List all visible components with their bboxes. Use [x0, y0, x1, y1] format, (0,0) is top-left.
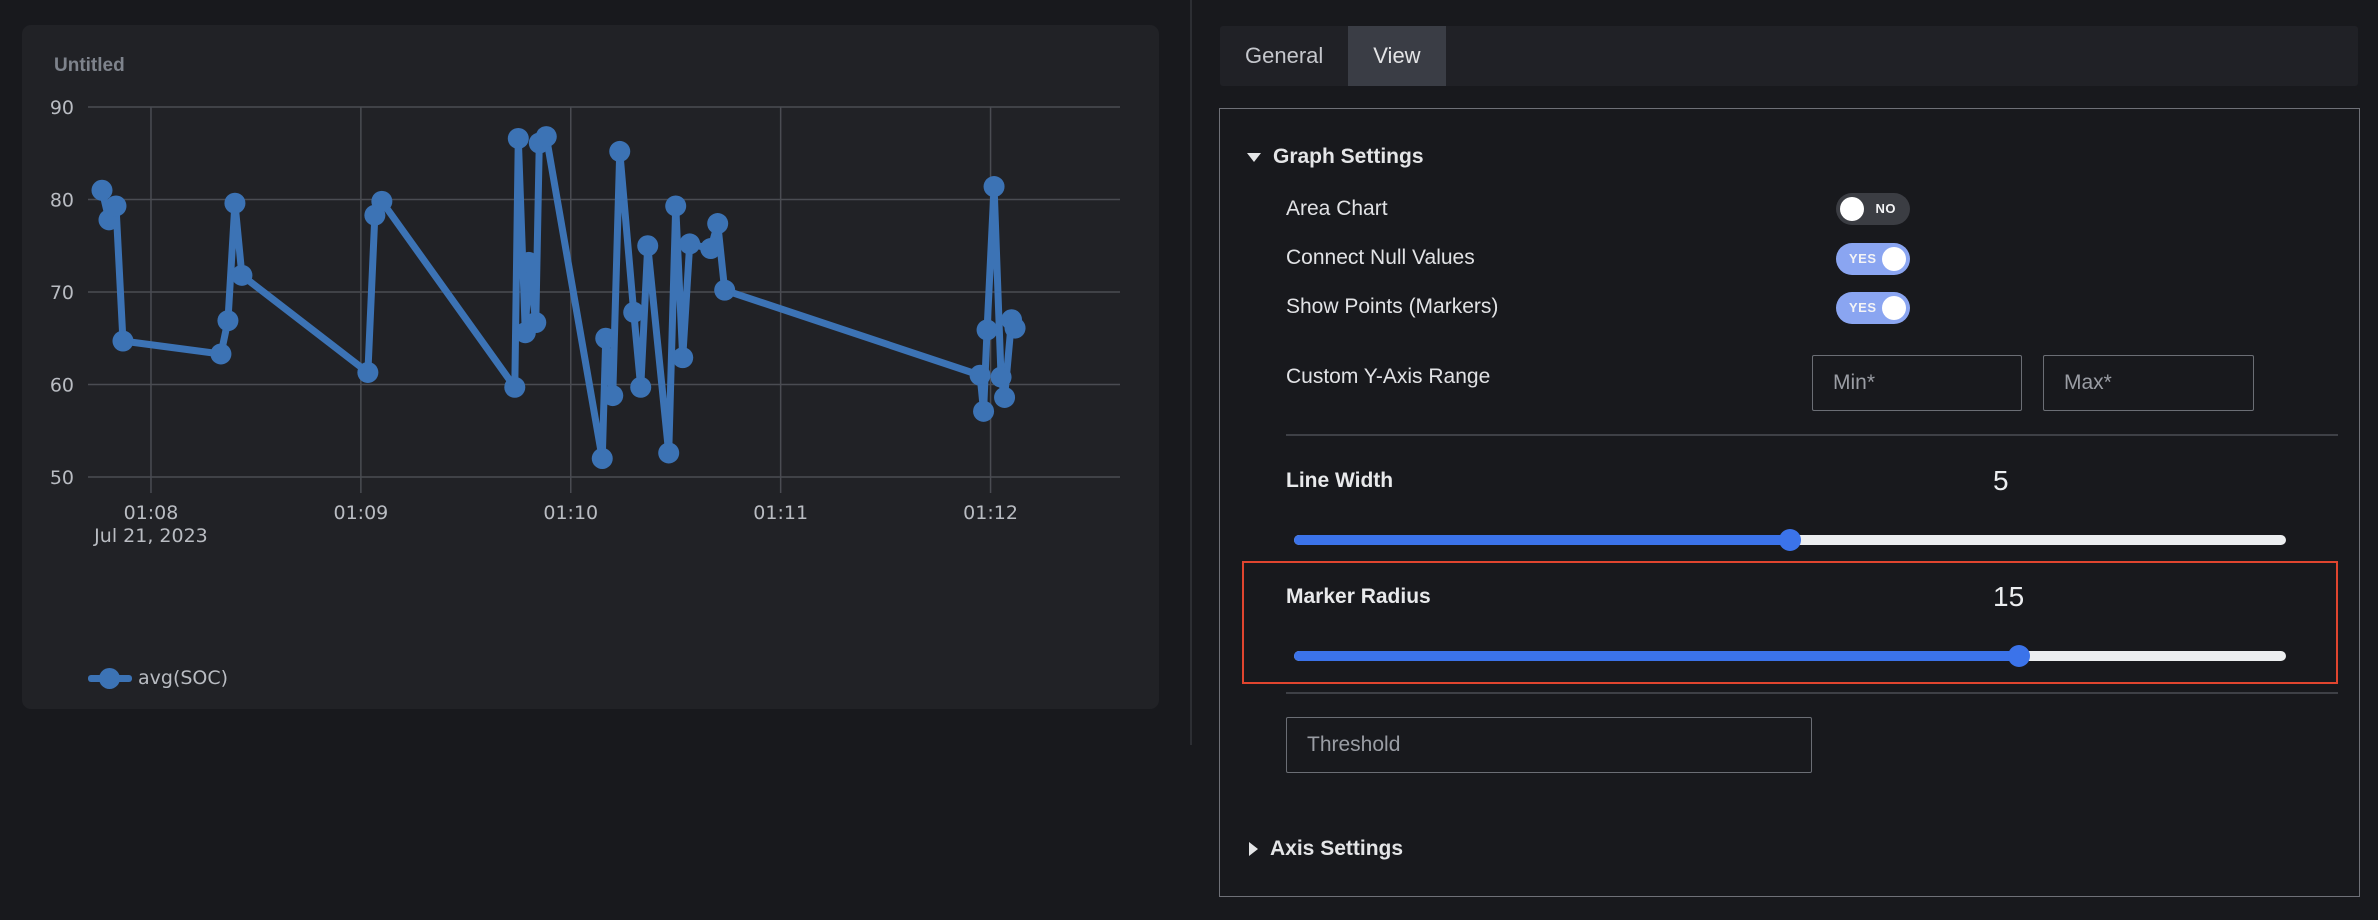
marker-radius-label: Marker Radius — [1286, 585, 1431, 608]
data-point — [602, 385, 624, 407]
data-point — [105, 195, 127, 217]
highlight-marker-radius — [1242, 561, 2338, 684]
y-max-input[interactable] — [2043, 355, 2254, 411]
x-tick-label: 01:10 — [543, 502, 598, 524]
data-point — [371, 190, 393, 212]
x-tick-label: 01:12 — [963, 502, 1018, 524]
data-point — [976, 319, 998, 341]
connect-null-label: Connect Null Values — [1286, 246, 1475, 269]
x-tick-label: 01:09 — [333, 502, 388, 524]
legend[interactable]: avg(SOC) — [88, 667, 228, 689]
slider-thumb[interactable] — [1779, 529, 1801, 551]
data-point — [665, 195, 687, 217]
series-line — [98, 133, 1019, 462]
data-point — [518, 251, 540, 273]
data-point — [969, 364, 991, 386]
data-point — [525, 312, 547, 334]
data-point — [112, 330, 134, 352]
data-point — [507, 127, 529, 149]
line-width-value: 5 — [1993, 465, 2009, 496]
data-point — [609, 140, 631, 162]
chart-panel: Untitled 90 80 70 60 50 01:08 Jul 21, 2023 01:0… — [22, 25, 1159, 709]
data-point — [630, 376, 652, 398]
caret-down-icon — [1247, 152, 1261, 162]
y-tick-label: 90 — [50, 97, 74, 119]
data-point — [700, 238, 722, 260]
area-chart-toggle[interactable]: NO — [1836, 193, 1910, 225]
data-point — [679, 233, 701, 255]
slider-fill — [1294, 651, 2020, 661]
data-point — [595, 327, 617, 349]
settings-box — [1219, 108, 2360, 897]
threshold-input[interactable] — [1286, 717, 1812, 773]
data-point — [224, 192, 246, 214]
y-tick-label: 50 — [50, 467, 74, 489]
graph-settings-header[interactable]: Graph Settings — [1247, 145, 1424, 169]
toggle-state: NO — [1875, 201, 1896, 216]
x-tick-label: 01:08 — [124, 502, 179, 524]
data-point — [357, 361, 379, 383]
slider-fill — [1294, 535, 1790, 545]
data-point — [637, 235, 659, 257]
data-point — [591, 448, 613, 469]
tab-general[interactable]: General — [1245, 43, 1324, 68]
panel-divider[interactable] — [1190, 0, 1192, 745]
data-point — [231, 264, 253, 286]
data-point — [91, 179, 113, 201]
data-point — [504, 376, 526, 398]
data-point — [217, 310, 239, 332]
axis-settings-header[interactable]: Axis Settings — [1249, 837, 1403, 861]
data-point — [707, 213, 729, 235]
y-tick-label: 80 — [50, 190, 74, 212]
y-tick-label: 60 — [50, 375, 74, 397]
connect-null-toggle[interactable]: YES — [1836, 243, 1910, 275]
data-point — [535, 126, 557, 148]
data-point — [990, 366, 1012, 388]
line-width-label: Line Width — [1286, 469, 1394, 492]
editor-tabs: General View — [1220, 26, 2358, 86]
data-point — [994, 386, 1016, 408]
data-point — [983, 176, 1005, 198]
panel-title: Untitled — [54, 55, 125, 76]
legend-label: avg(SOC) — [138, 667, 229, 689]
y-axis-range-label: Custom Y-Axis Range — [1286, 365, 1491, 388]
slider-thumb[interactable] — [2008, 645, 2031, 667]
data-point — [658, 442, 680, 464]
data-point — [672, 347, 694, 369]
y-tick-label: 70 — [50, 282, 74, 304]
toggle-state: YES — [1849, 300, 1877, 315]
line-width-slider[interactable] — [1294, 529, 2286, 551]
caret-right-icon — [1249, 842, 1258, 856]
data-point — [1004, 317, 1026, 339]
graph-settings-title: Graph Settings — [1273, 145, 1424, 168]
x-date-label: Jul 21, 2023 — [93, 525, 208, 547]
show-points-label: Show Points (Markers) — [1286, 295, 1499, 318]
toggle-knob — [1882, 296, 1906, 320]
area-chart-label: Area Chart — [1286, 197, 1388, 220]
section-divider — [1286, 692, 2338, 694]
toggle-knob — [1882, 247, 1906, 271]
data-point — [973, 400, 995, 422]
y-min-input[interactable] — [1812, 355, 2022, 411]
toggle-knob — [1840, 197, 1864, 221]
marker-radius-value: 15 — [1993, 581, 2025, 612]
section-divider — [1286, 434, 2338, 436]
show-points-toggle[interactable]: YES — [1836, 292, 1910, 324]
x-tick-label: 01:11 — [753, 502, 808, 524]
tab-view[interactable]: View — [1348, 26, 1446, 86]
marker-radius-slider[interactable] — [1294, 645, 2286, 667]
legend-swatch-icon — [88, 668, 132, 689]
axis-settings-title: Axis Settings — [1270, 837, 1404, 860]
toggle-state: YES — [1849, 251, 1877, 266]
data-point — [210, 343, 232, 365]
data-point — [623, 301, 645, 323]
data-point — [714, 279, 736, 301]
